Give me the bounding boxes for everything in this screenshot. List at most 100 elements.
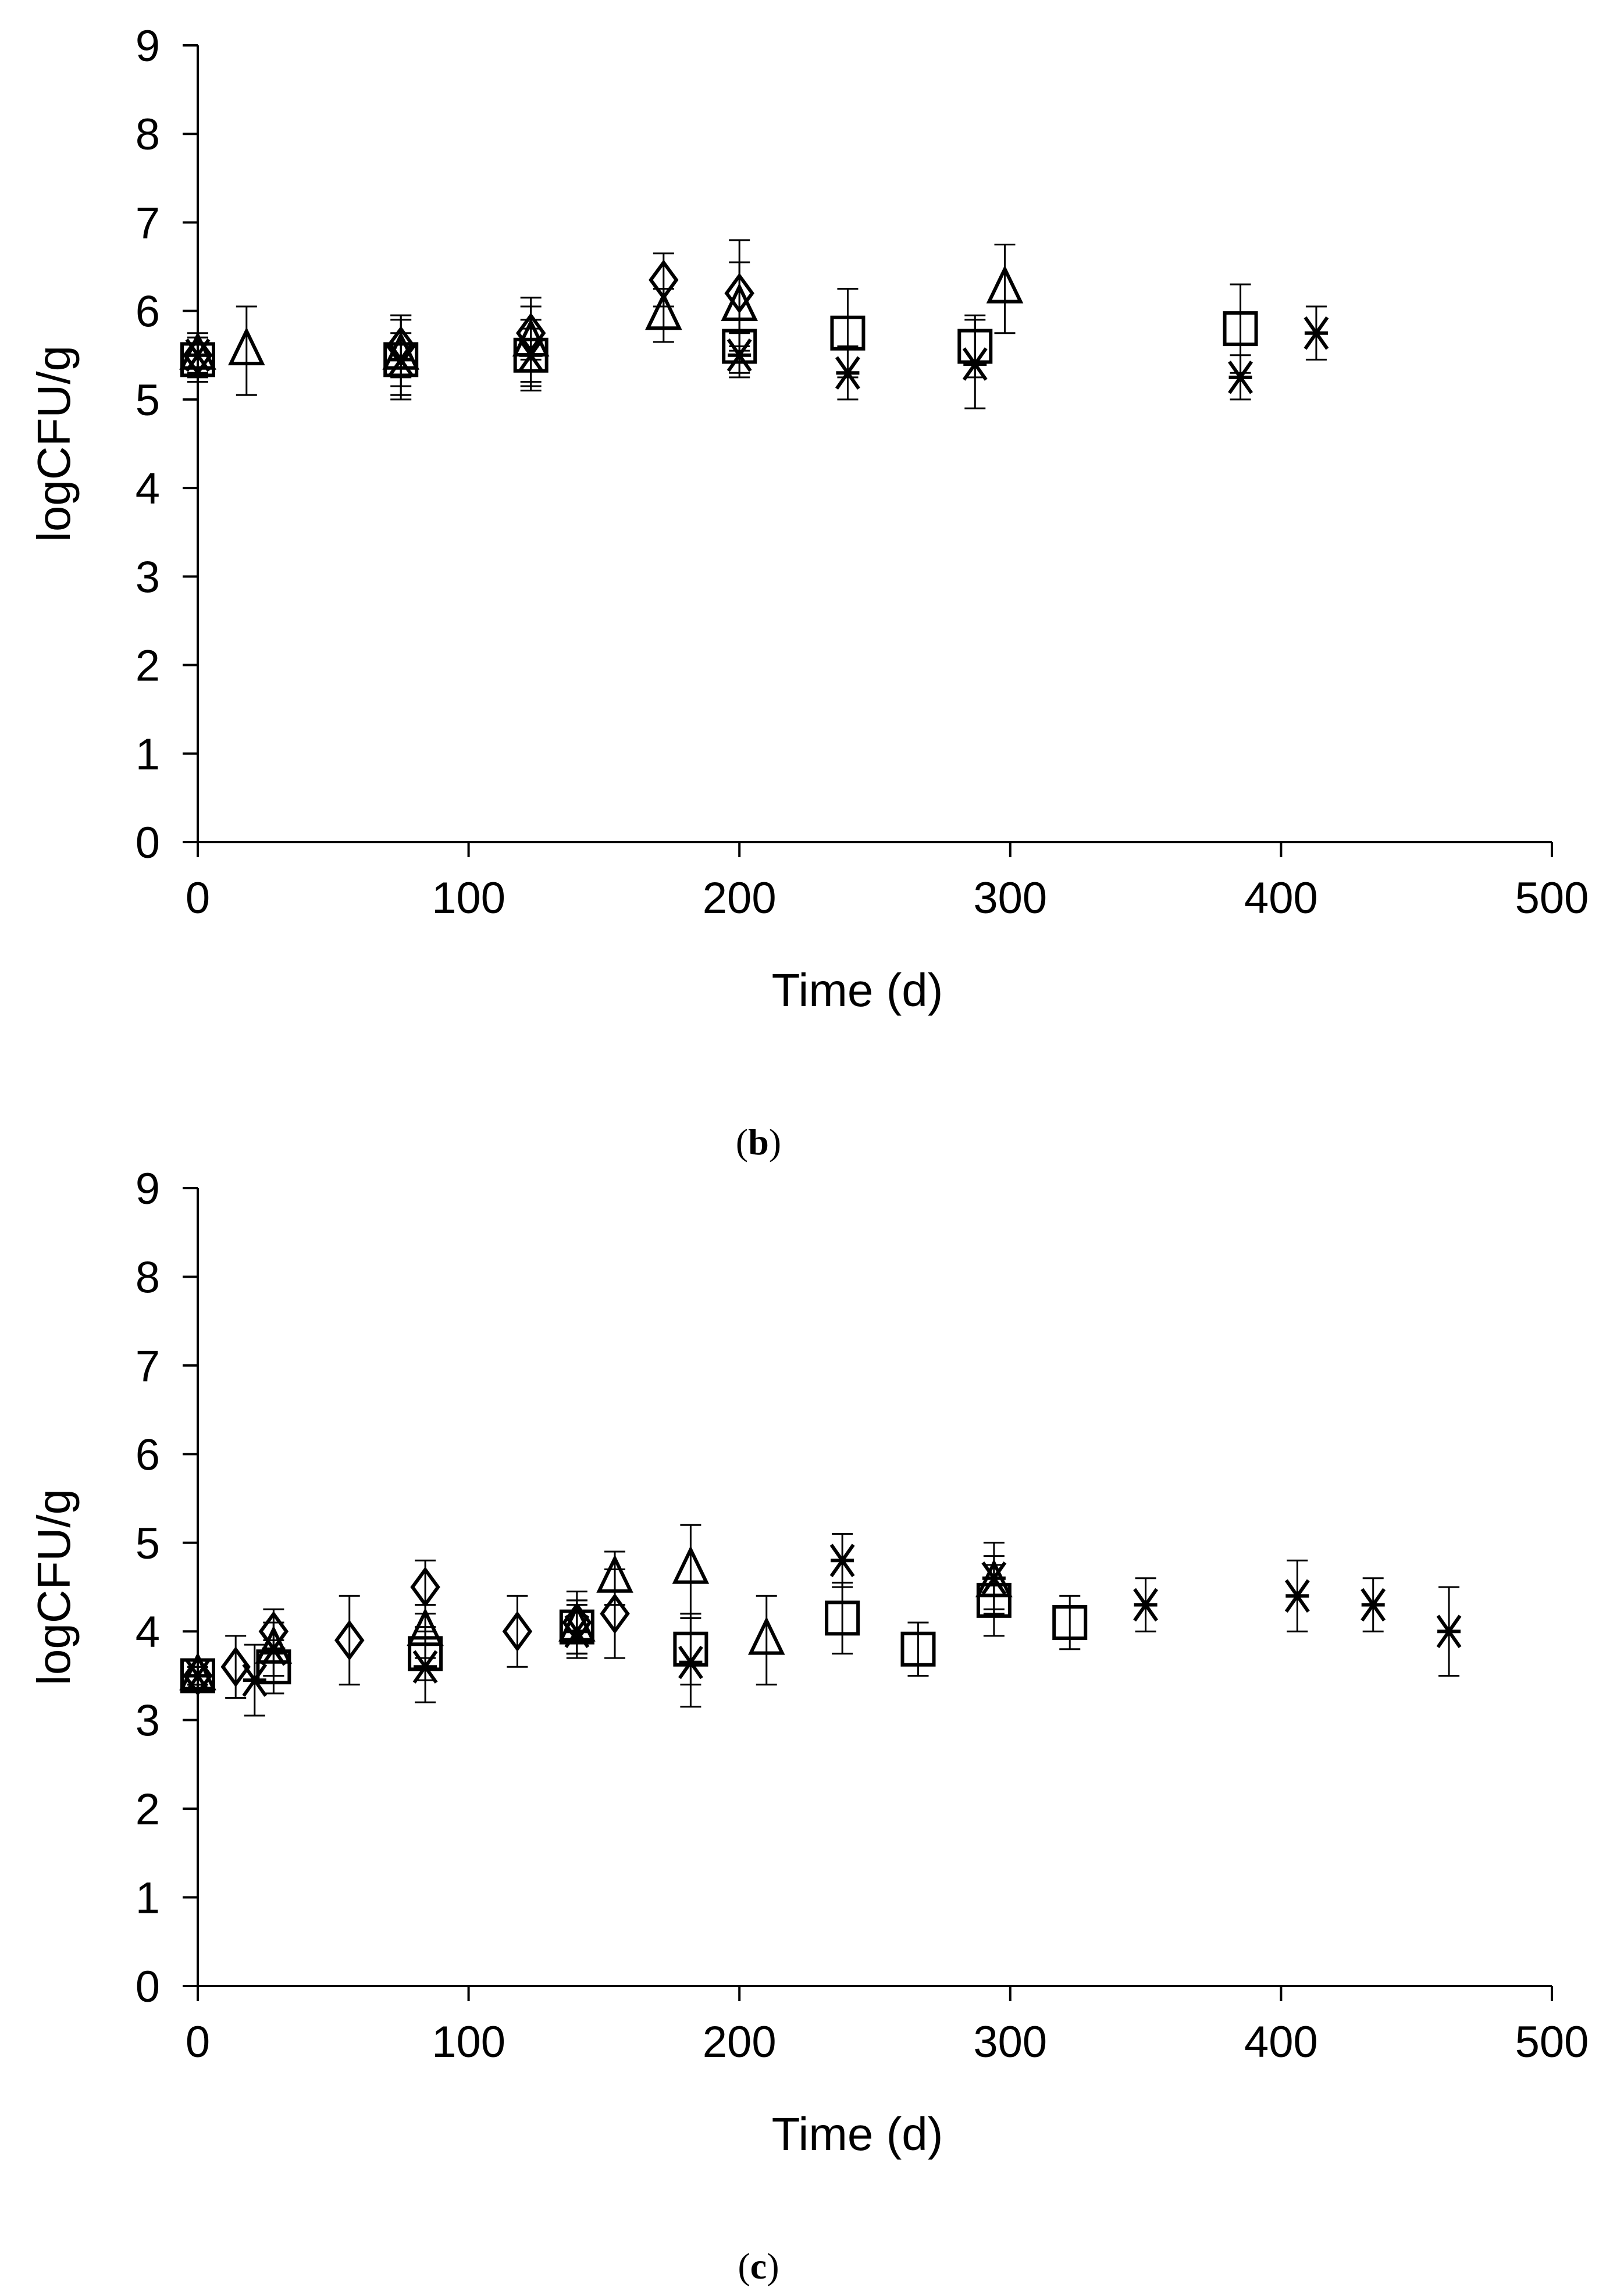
panel-label-open: ( xyxy=(736,1121,748,1163)
chart-panel-c: 0 1 2 3 4 5 6 7 8 9 0 100 200 300 400 500 Time (d) logCFU… xyxy=(28,1164,1589,2287)
y-tick-label: 1 xyxy=(136,1874,160,1923)
x-tick-label: 0 xyxy=(186,874,210,923)
y-tick-label: 8 xyxy=(136,110,160,159)
data-point-x xyxy=(678,1645,703,1680)
x-tick-label: 100 xyxy=(432,2017,505,2067)
data-point-x xyxy=(726,338,752,372)
data-point-triangle xyxy=(645,291,682,330)
data-point-x xyxy=(962,347,988,381)
data-point-x xyxy=(412,1650,438,1684)
y-tick-label: 1 xyxy=(136,730,160,779)
chart-panel-b: 0 1 2 3 4 5 6 7 8 9 0 100 200 300 400 500 Time (d) logCFU… xyxy=(28,22,1589,1163)
data-point-x xyxy=(829,1543,855,1577)
data-point-diamond xyxy=(600,1593,630,1634)
panel-label-close: ) xyxy=(767,2245,779,2287)
panel-label-close: ) xyxy=(769,1121,781,1163)
y-tick-label: 4 xyxy=(136,464,160,514)
series-triangle xyxy=(179,244,1024,396)
error-bar xyxy=(225,1635,247,1699)
y-tick-label: 9 xyxy=(136,22,160,71)
data-point-x xyxy=(1228,361,1253,394)
error-bar xyxy=(1059,1595,1081,1650)
panel-label-open: ( xyxy=(738,2245,750,2287)
data-point-x xyxy=(242,1663,268,1697)
data-point-diamond xyxy=(334,1620,365,1661)
y-axis-title: logCFU/g xyxy=(28,1489,80,1685)
error-bar xyxy=(339,1595,360,1686)
data-point-x xyxy=(1284,1579,1310,1613)
data-point-x xyxy=(518,338,544,372)
y-tick-label: 9 xyxy=(136,1164,160,1214)
series-x xyxy=(185,1533,1462,1717)
panel-label-letter: b xyxy=(748,1121,769,1163)
x-tick-label: 500 xyxy=(1515,2017,1589,2067)
y-tick-label: 5 xyxy=(136,376,160,425)
series-x xyxy=(185,305,1329,409)
series-square xyxy=(180,283,1258,387)
series-triangle xyxy=(179,1524,1013,1691)
data-point-x xyxy=(981,1561,1007,1595)
data-point-x xyxy=(564,1614,590,1648)
x-tick-label: 0 xyxy=(186,2017,210,2067)
y-tick-label: 3 xyxy=(136,1696,160,1746)
data-point-square xyxy=(825,1600,860,1636)
error-bar xyxy=(832,1581,853,1655)
x-tick-label: 400 xyxy=(1244,2017,1318,2067)
data-point-triangle xyxy=(228,327,265,366)
y-tick-label: 2 xyxy=(136,1785,160,1834)
y-tick-label: 7 xyxy=(136,198,160,248)
error-bar xyxy=(507,1595,528,1668)
x-axis-title: Time (d) xyxy=(772,964,943,1016)
data-point-x xyxy=(1133,1588,1159,1622)
data-point-square xyxy=(1223,311,1258,347)
y-tick-label: 0 xyxy=(136,818,160,868)
data-point-diamond xyxy=(220,1646,251,1688)
error-bar xyxy=(680,1524,701,1615)
data-point-triangle xyxy=(747,1616,785,1655)
error-bar xyxy=(756,1595,777,1686)
y-tick-label: 6 xyxy=(136,1430,160,1479)
y-tick-label: 6 xyxy=(136,287,160,337)
data-point-x xyxy=(185,1659,211,1693)
data-point-x xyxy=(1304,316,1329,350)
error-bar xyxy=(994,244,1016,334)
panel-label: (b) xyxy=(736,1121,781,1163)
y-tick-label: 4 xyxy=(136,1607,160,1657)
data-point-triangle xyxy=(179,1652,216,1691)
data-point-square xyxy=(180,1658,215,1694)
x-tick-label: 200 xyxy=(703,2017,777,2067)
data-point-triangle xyxy=(672,1545,710,1584)
y-tick-label: 3 xyxy=(136,552,160,602)
x-tick-label: 500 xyxy=(1515,874,1589,923)
data-point-triangle xyxy=(596,1554,633,1593)
panel-label: (c) xyxy=(738,2245,779,2287)
y-tick-label: 7 xyxy=(136,1342,160,1391)
x-tick-label: 200 xyxy=(703,874,777,923)
error-bar xyxy=(907,1621,929,1677)
data-point-x xyxy=(261,1632,286,1666)
data-point-square xyxy=(1052,1605,1088,1640)
data-point-triangle xyxy=(986,265,1024,304)
data-point-x xyxy=(388,343,414,377)
y-tick-label: 2 xyxy=(136,641,160,691)
y-tick-label: 8 xyxy=(136,1253,160,1302)
data-point-x xyxy=(1361,1588,1386,1622)
data-point-diamond xyxy=(502,1611,533,1652)
x-tick-label: 100 xyxy=(432,874,505,923)
data-point-x xyxy=(185,338,211,372)
series-square xyxy=(180,1564,1088,1695)
panel-label-letter: c xyxy=(750,2245,767,2287)
x-tick-label: 400 xyxy=(1244,874,1318,923)
y-axis-title: logCFU/g xyxy=(28,345,80,542)
data-point-x xyxy=(835,356,860,390)
y-tick-label: 5 xyxy=(136,1519,160,1568)
data-point-x xyxy=(1436,1614,1462,1648)
x-tick-label: 300 xyxy=(973,2017,1047,2067)
x-axis-title: Time (d) xyxy=(772,2108,943,2160)
data-point-square xyxy=(900,1631,936,1667)
error-bar xyxy=(236,305,257,396)
y-tick-label: 0 xyxy=(136,1962,160,2012)
series-diamond xyxy=(183,239,754,379)
x-tick-label: 300 xyxy=(973,874,1047,923)
